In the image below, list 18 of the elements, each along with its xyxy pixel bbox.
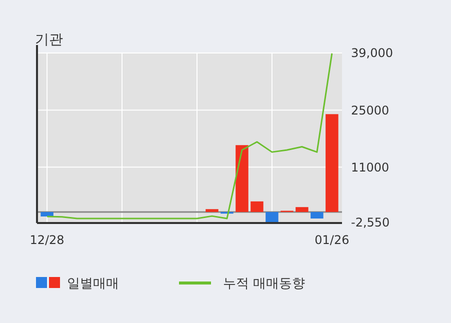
- y-tick-label: 39,000: [351, 46, 393, 60]
- bar: [266, 212, 278, 222]
- x-tick-label: 12/28: [30, 233, 64, 247]
- y-tick-label: 25000: [351, 103, 390, 118]
- y-tick-label: 11000: [351, 160, 390, 174]
- bar: [310, 212, 324, 219]
- bar: [250, 201, 264, 212]
- bar: [296, 207, 308, 212]
- chart-title: 기관: [35, 32, 63, 48]
- legend-label: 누적 매매동향: [223, 276, 306, 292]
- line-series: [46, 52, 333, 220]
- bar: [206, 209, 218, 212]
- bar: [236, 145, 248, 212]
- x-tick-label: 01/26: [314, 233, 350, 247]
- legend-label: 일별매매: [67, 276, 119, 292]
- bar: [326, 114, 338, 212]
- bar: [40, 212, 54, 216]
- y-tick-label: -2,550: [351, 216, 390, 230]
